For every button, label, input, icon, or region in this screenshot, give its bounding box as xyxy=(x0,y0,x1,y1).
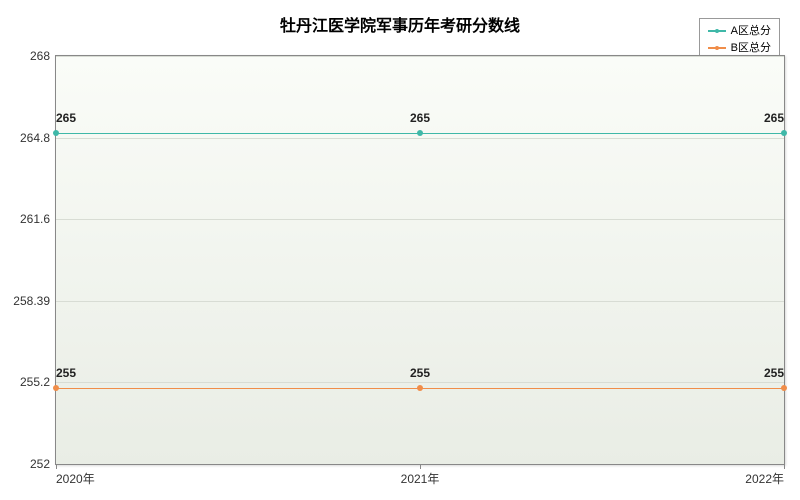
legend-swatch-b xyxy=(708,47,726,49)
chart-title: 牡丹江医学院军事历年考研分数线 xyxy=(0,12,800,36)
legend-item-a: A区总分 xyxy=(708,23,771,40)
x-tick xyxy=(56,464,57,469)
data-label: 255 xyxy=(410,366,430,380)
data-point xyxy=(417,130,423,136)
x-tick-label: 2020年 xyxy=(56,464,95,487)
legend-item-b: B区总分 xyxy=(708,40,771,57)
gridline xyxy=(56,219,784,220)
y-tick-label: 264.8 xyxy=(20,131,56,145)
data-label: 255 xyxy=(56,366,76,380)
data-label: 265 xyxy=(56,111,76,125)
data-point xyxy=(53,130,59,136)
gridline xyxy=(56,382,784,383)
gridline xyxy=(56,56,784,57)
y-tick-label: 255.2 xyxy=(20,375,56,389)
y-tick-label: 261.6 xyxy=(20,212,56,226)
legend-label-a: A区总分 xyxy=(731,23,771,40)
data-point xyxy=(417,385,423,391)
y-tick-label: 252 xyxy=(30,457,56,471)
data-label: 265 xyxy=(764,111,784,125)
chart-container: 牡丹江医学院军事历年考研分数线 A区总分 B区总分 252255.2258.39… xyxy=(0,0,800,500)
legend-swatch-a xyxy=(708,30,726,32)
x-tick xyxy=(420,464,421,469)
data-label: 255 xyxy=(764,366,784,380)
x-tick-label: 2022年 xyxy=(745,464,784,487)
x-tick xyxy=(784,464,785,469)
gridline xyxy=(56,301,784,302)
data-point xyxy=(53,385,59,391)
gridline xyxy=(56,138,784,139)
y-tick-label: 268 xyxy=(30,49,56,63)
legend-label-b: B区总分 xyxy=(731,40,771,57)
y-tick-label: 258.39 xyxy=(13,294,56,308)
data-point xyxy=(781,130,787,136)
plot-area: 252255.2258.39261.6264.82682020年2021年202… xyxy=(55,55,785,465)
data-label: 265 xyxy=(410,111,430,125)
data-point xyxy=(781,385,787,391)
